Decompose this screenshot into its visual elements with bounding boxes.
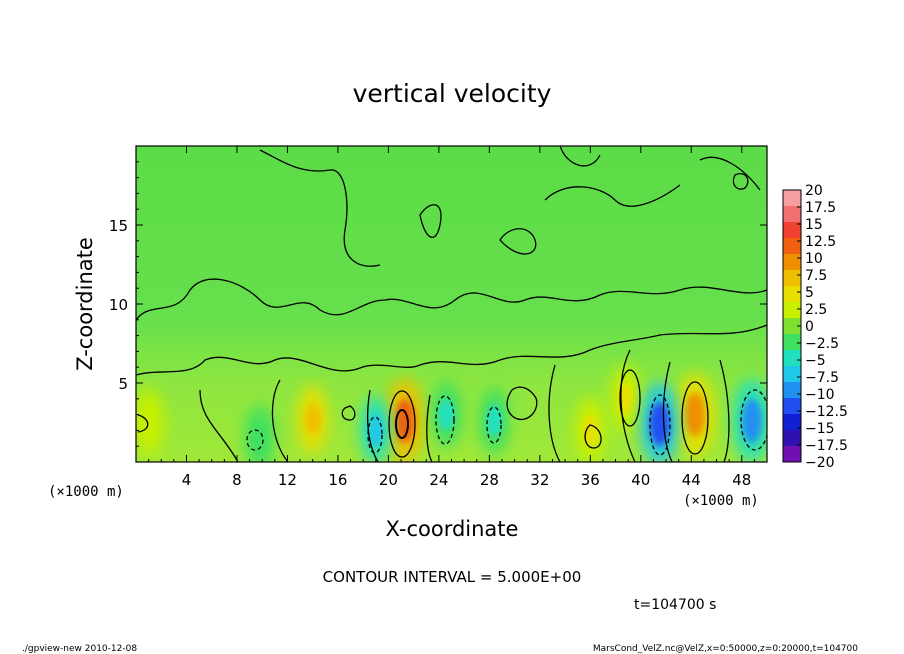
colorbar-label: −15 bbox=[805, 421, 835, 437]
colorbar-label: 12.5 bbox=[805, 234, 836, 250]
colorbar-label: 2.5 bbox=[805, 302, 827, 318]
colorbar-label: −10 bbox=[805, 387, 835, 403]
colorbar-label: 0 bbox=[805, 319, 814, 335]
colorbar-swatch bbox=[783, 222, 801, 239]
velocity-cell bbox=[731, 378, 767, 462]
colorbar-label: −2.5 bbox=[805, 336, 839, 352]
colorbar-swatch bbox=[783, 366, 801, 383]
x-tick-label: 24 bbox=[429, 471, 448, 489]
x-unit-right: (×1000 m) bbox=[683, 493, 759, 509]
colorbar-label: 5 bbox=[805, 285, 814, 301]
x-tick-label: 28 bbox=[480, 471, 499, 489]
colorbar-label: 15 bbox=[805, 217, 823, 233]
velocity-cell bbox=[430, 380, 463, 449]
x-axis: 4 8 12 16 20 24 28 32 36 40 44 48 bbox=[148, 146, 755, 489]
x-tick-label: 44 bbox=[682, 471, 701, 489]
velocity-cell bbox=[359, 396, 392, 462]
x-tick-label: 32 bbox=[530, 471, 549, 489]
colorbar-label: −17.5 bbox=[805, 438, 848, 454]
colorbar-swatch bbox=[783, 398, 801, 415]
colorbar-swatch bbox=[783, 350, 801, 367]
x-unit-left: (×1000 m) bbox=[48, 484, 124, 500]
chart-title: vertical velocity bbox=[353, 79, 552, 108]
colorbar-label: −7.5 bbox=[805, 370, 839, 386]
colorbar-swatch bbox=[783, 238, 801, 255]
velocity-cell bbox=[296, 385, 329, 454]
x-tick-label: 4 bbox=[182, 471, 192, 489]
footer-right: MarsCond_VelZ.nc@VelZ,x=0:50000,z=0:2000… bbox=[593, 644, 858, 654]
x-tick-label: 48 bbox=[732, 471, 751, 489]
time-label: t=104700 s bbox=[634, 597, 716, 613]
x-tick-label: 36 bbox=[581, 471, 600, 489]
colorbar-label: 20 bbox=[805, 183, 823, 199]
colorbar-swatch bbox=[783, 302, 801, 319]
colorbar-swatch bbox=[783, 414, 801, 431]
colorbar-swatch bbox=[783, 270, 801, 287]
velocity-cell bbox=[574, 396, 607, 462]
x-axis-label: X-coordinate bbox=[386, 517, 519, 541]
colorbar-swatch bbox=[783, 254, 801, 271]
x-tick-label: 8 bbox=[232, 471, 242, 489]
x-tick-label: 16 bbox=[328, 471, 347, 489]
y-axis: 5 10 15 bbox=[109, 161, 767, 447]
y-tick-label: 5 bbox=[118, 375, 128, 393]
x-tick-label: 12 bbox=[278, 471, 297, 489]
colorbar-swatch bbox=[783, 190, 801, 207]
contour-lines bbox=[136, 146, 767, 462]
colorbar-label: 10 bbox=[805, 251, 823, 267]
colorbar: 2017.51512.5107.552.50−2.5−5−7.5−10−12.5… bbox=[782, 183, 848, 471]
x-tick-label: 20 bbox=[379, 471, 398, 489]
colorbar-label: −20 bbox=[805, 455, 835, 471]
colorbar-swatch bbox=[783, 334, 801, 351]
colorbar-swatch bbox=[783, 382, 801, 399]
velocity-cell bbox=[478, 386, 511, 455]
colorbar-label: 17.5 bbox=[805, 200, 836, 216]
x-tick-label: 40 bbox=[631, 471, 650, 489]
y-axis-label: Z-coordinate bbox=[73, 237, 97, 371]
colorbar-swatch bbox=[783, 446, 801, 463]
contour-highlights bbox=[246, 369, 767, 458]
colorbar-swatch bbox=[783, 430, 801, 447]
y-tick-label: 10 bbox=[109, 296, 128, 314]
colorbar-swatch bbox=[783, 286, 801, 303]
contour-interval: CONTOUR INTERVAL = 5.000E+00 bbox=[323, 568, 582, 586]
colorbar-swatch bbox=[783, 206, 801, 223]
colorbar-swatch bbox=[783, 318, 801, 335]
colorbar-label: −5 bbox=[805, 353, 826, 369]
footer-left: ./gpview-new 2010-12-08 bbox=[22, 644, 137, 654]
y-tick-label: 15 bbox=[109, 217, 128, 235]
colorbar-label: −12.5 bbox=[805, 404, 848, 420]
velocity-cell bbox=[675, 372, 716, 457]
colorbar-label: 7.5 bbox=[805, 268, 827, 284]
velocity-cell bbox=[243, 404, 276, 462]
